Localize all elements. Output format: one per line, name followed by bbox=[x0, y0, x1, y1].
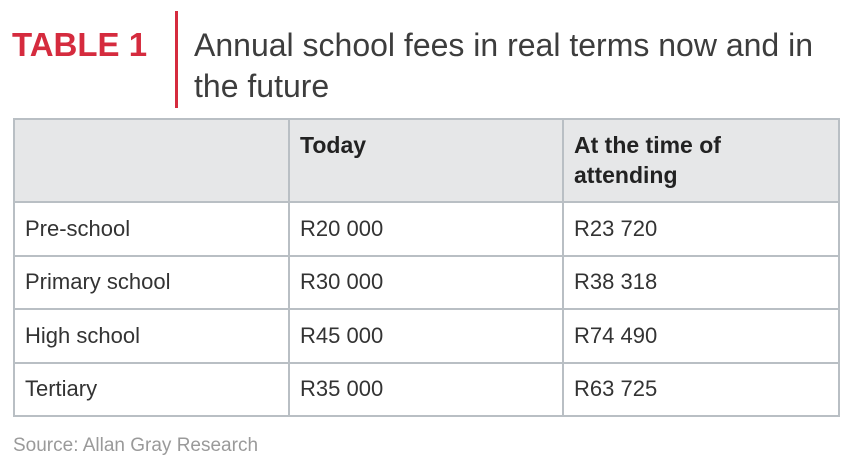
row-label: High school bbox=[13, 308, 290, 364]
header-row: Today At the time of attending bbox=[13, 118, 840, 203]
future-value: R38 318 bbox=[562, 254, 840, 310]
today-value: R45 000 bbox=[288, 308, 564, 364]
header-cell-category bbox=[13, 118, 290, 203]
today-value: R35 000 bbox=[288, 361, 564, 417]
school-fees-table: Today At the time of attending Pre-schoo… bbox=[13, 118, 840, 417]
table-label: TABLE 1 bbox=[12, 26, 148, 63]
future-value: R23 720 bbox=[562, 201, 840, 257]
row-label: Tertiary bbox=[13, 361, 290, 417]
row-label: Primary school bbox=[13, 254, 290, 310]
table-row: Tertiary R35 000 R63 725 bbox=[13, 361, 840, 417]
table-row: High school R45 000 R74 490 bbox=[13, 308, 840, 364]
table-row: Primary school R30 000 R38 318 bbox=[13, 254, 840, 310]
header-cell-today: Today bbox=[288, 118, 564, 203]
source-note: Source: Allan Gray Research bbox=[13, 435, 259, 456]
future-value: R74 490 bbox=[562, 308, 840, 364]
today-value: R20 000 bbox=[288, 201, 564, 257]
future-value: R63 725 bbox=[562, 361, 840, 417]
table-row: Pre-school R20 000 R23 720 bbox=[13, 201, 840, 257]
header-cell-at-time-of-attending: At the time of attending bbox=[562, 118, 840, 203]
today-value: R30 000 bbox=[288, 254, 564, 310]
title-divider bbox=[175, 11, 178, 108]
table-title: Annual school fees in real terms now and… bbox=[194, 27, 814, 104]
row-label: Pre-school bbox=[13, 201, 290, 257]
